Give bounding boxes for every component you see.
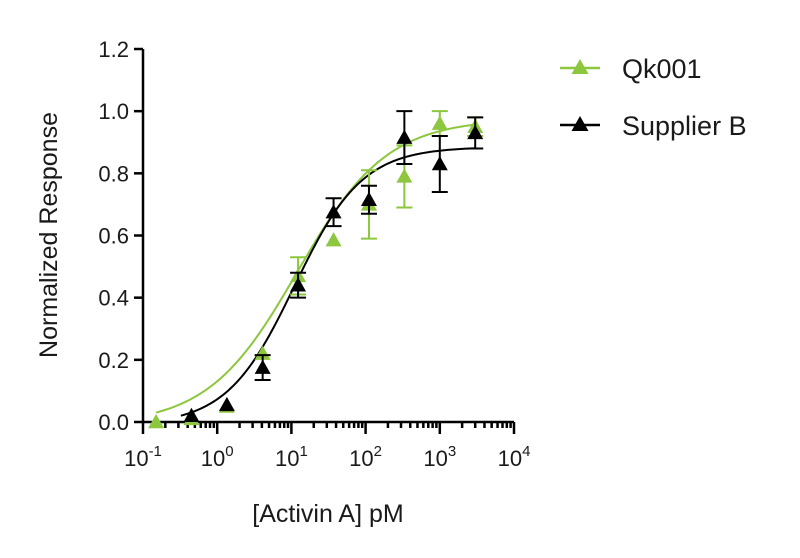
data-point-qk001 (396, 168, 413, 183)
x-tick-label: 10-1 (124, 443, 162, 471)
x-tick-base: 10 (124, 446, 148, 471)
data-point-supplier-b (254, 359, 271, 374)
data-points (148, 110, 484, 429)
y-tick-label: 0.6 (98, 224, 129, 249)
x-tick-base: 10 (349, 446, 373, 471)
y-tick-label: 1.2 (98, 37, 129, 62)
x-ticks: 10-1 100 101 102 103 104 (124, 422, 530, 471)
y-tick-label: 0.0 (98, 410, 129, 435)
fit-curves (155, 123, 476, 417)
x-tick-exponent: 0 (225, 443, 233, 460)
data-point-supplier-b (467, 124, 484, 140)
data-point-supplier-b (183, 407, 200, 423)
data-point-qk001 (431, 115, 448, 130)
x-tick-label: 101 (275, 443, 308, 471)
legend-label-qk001: Qk001 (622, 54, 702, 84)
x-axis-title: [Activin A] pM (252, 500, 403, 528)
x-tick-exponent: 4 (522, 443, 530, 460)
y-tick-label: 0.4 (98, 286, 129, 311)
x-tick-exponent: 1 (299, 443, 307, 460)
fit-curve-qk001 (155, 123, 476, 414)
legend: Qk001 Supplier B (560, 54, 747, 141)
x-tick-base: 10 (498, 446, 522, 471)
fit-curve-supplier-b (180, 147, 476, 417)
y-tick-label: 1.0 (98, 99, 129, 124)
data-point-supplier-b (218, 396, 235, 412)
legend-item-qk001: Qk001 (560, 54, 702, 84)
x-tick-label: 104 (498, 443, 531, 471)
data-point-qk001 (254, 345, 271, 360)
y-axis-title: Normalized Response (35, 112, 63, 358)
x-tick-exponent: 2 (374, 443, 382, 460)
y-tick-label: 0.2 (98, 348, 129, 373)
data-point-supplier-b (431, 156, 448, 171)
data-point-supplier-b (325, 204, 342, 219)
x-tick-exponent: 3 (448, 443, 456, 460)
x-tick-label: 102 (349, 443, 382, 471)
data-point-supplier-b (396, 129, 413, 144)
legend-marker-supplier-b (571, 116, 589, 131)
x-tick-base: 10 (423, 446, 447, 471)
x-tick-base: 10 (201, 446, 225, 471)
data-point-supplier-b (290, 277, 307, 292)
x-tick-label: 103 (423, 443, 456, 471)
x-tick-label: 100 (201, 443, 234, 471)
data-point-qk001 (325, 232, 342, 247)
legend-item-supplier-b: Supplier B (560, 111, 747, 141)
legend-label-supplier-b: Supplier B (622, 111, 747, 141)
axes (141, 49, 514, 424)
data-point-supplier-b (360, 191, 377, 206)
y-tick-label: 0.8 (98, 161, 129, 186)
x-tick-exponent: -1 (149, 443, 162, 460)
legend-marker-qk001 (571, 59, 589, 74)
y-ticks: 0.0 0.2 0.4 0.6 0.8 1.0 1.2 (98, 37, 143, 435)
x-tick-base: 10 (275, 446, 299, 471)
data-point-qk001 (148, 414, 165, 429)
